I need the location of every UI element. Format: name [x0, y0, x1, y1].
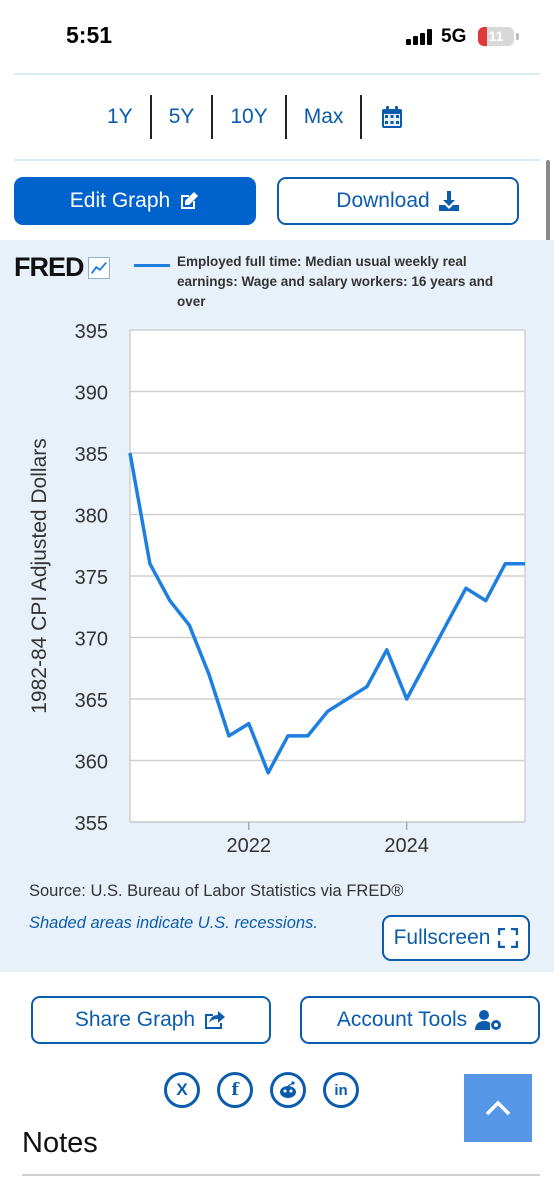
- fred-logo-text: FRED: [14, 252, 84, 282]
- battery-icon: 11: [478, 27, 514, 46]
- y-tick-label: 385: [75, 444, 108, 466]
- status-time: 5:51: [66, 22, 113, 48]
- user-gear-icon: [475, 1010, 502, 1030]
- share-graph-label: Share Graph: [74, 1008, 196, 1031]
- y-tick-label: 370: [75, 629, 108, 651]
- y-tick-label: 360: [75, 752, 108, 774]
- pencil-square-icon: [181, 192, 199, 209]
- fullscreen-label: Fullscreen: [393, 926, 491, 949]
- x-icon[interactable]: X: [164, 1072, 200, 1108]
- scrollbar[interactable]: [546, 160, 550, 308]
- divider: [14, 159, 540, 161]
- series-line: [128, 452, 525, 775]
- recession-note: Shaded areas indicate U.S. recessions.: [29, 914, 318, 932]
- account-tools-button[interactable]: Account Tools: [300, 996, 540, 1044]
- facebook-icon[interactable]: f: [217, 1072, 253, 1108]
- y-tick-label: 355: [75, 813, 108, 835]
- edit-graph-label: Edit Graph: [69, 189, 171, 212]
- range-tab-max[interactable]: Max: [287, 95, 363, 139]
- range-tab-10y[interactable]: 10Y: [213, 95, 287, 139]
- x-tick-label: 2024: [384, 835, 429, 857]
- expand-icon: [498, 928, 519, 948]
- y-tick-label: 375: [75, 567, 108, 589]
- fred-logo: FRED: [14, 252, 110, 283]
- battery-level: 11: [488, 28, 504, 44]
- y-tick-label: 395: [75, 321, 108, 343]
- x-tick-label: 2022: [227, 835, 272, 857]
- reddit-icon[interactable]: [270, 1072, 306, 1108]
- range-tabs: 1Y 5Y 10Y Max: [90, 95, 422, 139]
- social-links: X f in: [164, 1072, 359, 1108]
- y-axis-title: 1982-84 CPI Adjusted Dollars: [28, 438, 51, 714]
- signal-icon: [406, 29, 434, 45]
- share-graph-button[interactable]: Share Graph: [31, 996, 271, 1044]
- source-note: Source: U.S. Bureau of Labor Statistics …: [29, 882, 404, 900]
- legend-swatch: [134, 264, 170, 267]
- account-tools-label: Account Tools: [336, 1008, 468, 1031]
- notes-heading: Notes: [22, 1127, 98, 1159]
- legend-label: Employed full time: Median usual weekly …: [177, 254, 494, 309]
- download-label: Download: [336, 189, 430, 212]
- download-icon: [438, 191, 459, 211]
- share-icon: [205, 1011, 226, 1029]
- range-tab-1y[interactable]: 1Y: [90, 95, 152, 139]
- divider: [14, 73, 540, 75]
- fred-chart-icon: [87, 256, 110, 279]
- y-tick-label: 380: [75, 506, 108, 528]
- range-tab-5y[interactable]: 5Y: [152, 95, 214, 139]
- status-bar: 5:51 5G 11: [0, 0, 554, 72]
- line-chart: 355 360 365 370 375 380 385 390 395 2022 2024 1982-…: [28, 321, 526, 857]
- edit-graph-button[interactable]: Edit Graph: [14, 177, 256, 225]
- divider: [22, 1174, 540, 1176]
- network-label: 5G: [441, 26, 467, 47]
- y-tick-label: 365: [75, 690, 108, 712]
- linkedin-icon[interactable]: in: [323, 1072, 359, 1108]
- scroll-to-top-button[interactable]: [464, 1074, 532, 1142]
- y-tick-label: 390: [75, 383, 108, 405]
- fullscreen-button[interactable]: Fullscreen: [382, 915, 530, 961]
- chevron-up-icon: [485, 1100, 511, 1116]
- calendar-icon[interactable]: [362, 95, 422, 139]
- download-button[interactable]: Download: [277, 177, 519, 225]
